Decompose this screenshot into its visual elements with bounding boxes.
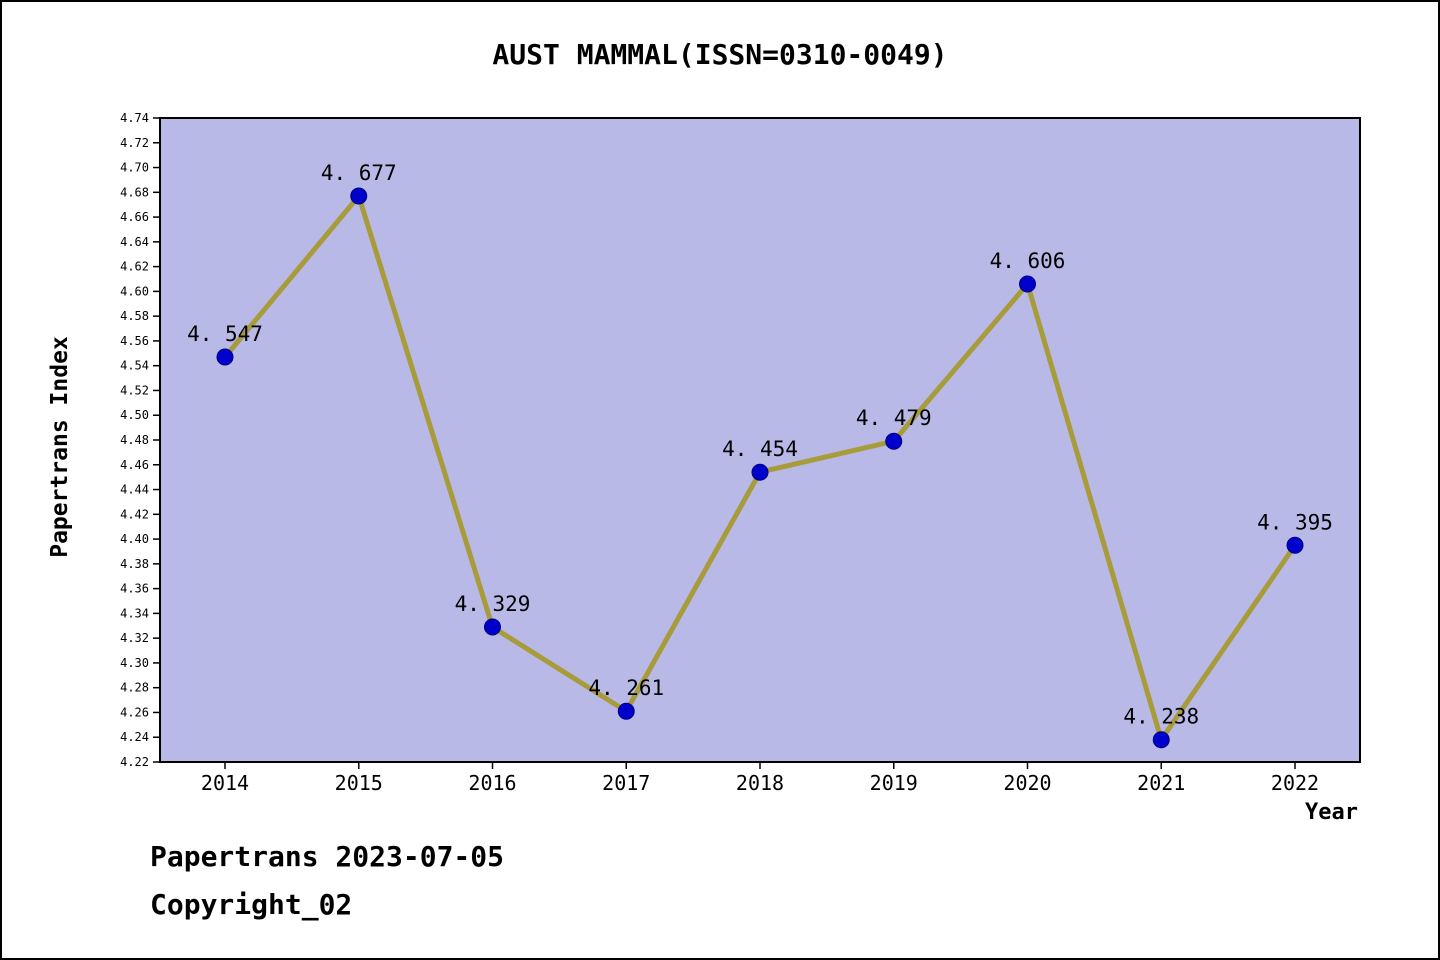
svg-text:4. 329: 4. 329 [455,592,531,616]
svg-text:4.64: 4.64 [120,235,149,249]
svg-text:2021: 2021 [1137,771,1185,795]
svg-text:4.40: 4.40 [120,532,149,546]
svg-text:4.44: 4.44 [120,483,149,497]
svg-text:4.38: 4.38 [120,557,149,571]
svg-text:4.32: 4.32 [120,631,149,645]
svg-text:4.68: 4.68 [120,185,149,199]
svg-text:4. 238: 4. 238 [1123,705,1199,729]
svg-text:4.34: 4.34 [120,606,149,620]
y-axis-label: Papertrans Index [47,336,73,558]
svg-text:4.46: 4.46 [120,458,149,472]
svg-text:2020: 2020 [1003,771,1051,795]
svg-text:4.66: 4.66 [120,210,149,224]
svg-text:4.22: 4.22 [120,755,149,769]
chart-title: AUST MAMMAL(ISSN=0310-0049) [492,38,948,71]
svg-text:2016: 2016 [468,771,516,795]
svg-text:4.42: 4.42 [120,507,149,521]
svg-text:4. 677: 4. 677 [321,161,397,185]
footer-source-date: Papertrans 2023-07-05 [150,840,505,873]
svg-text:4.36: 4.36 [120,582,149,596]
svg-text:4.62: 4.62 [120,260,149,274]
svg-text:4. 547: 4. 547 [187,322,263,346]
svg-text:2014: 2014 [201,771,249,795]
svg-text:4. 454: 4. 454 [722,437,798,461]
svg-text:4.74: 4.74 [120,111,149,125]
svg-text:4.52: 4.52 [120,383,149,397]
svg-text:4.50: 4.50 [120,408,149,422]
svg-text:4.56: 4.56 [120,334,149,348]
svg-text:4. 395: 4. 395 [1257,510,1333,534]
svg-text:4.54: 4.54 [120,359,149,373]
svg-text:4.72: 4.72 [120,136,149,150]
svg-text:4. 606: 4. 606 [990,249,1066,273]
svg-text:2019: 2019 [870,771,918,795]
svg-text:4. 261: 4. 261 [588,676,664,700]
svg-text:2022: 2022 [1271,771,1319,795]
svg-text:4.48: 4.48 [120,433,149,447]
svg-text:4.24: 4.24 [120,730,149,744]
svg-text:4.30: 4.30 [120,656,149,670]
svg-text:4.70: 4.70 [120,161,149,175]
svg-text:4.58: 4.58 [120,309,149,323]
svg-text:2015: 2015 [335,771,383,795]
svg-text:4.26: 4.26 [120,705,149,719]
svg-text:2018: 2018 [736,771,784,795]
svg-text:4.28: 4.28 [120,681,149,695]
svg-text:4. 479: 4. 479 [856,406,932,430]
svg-text:4.60: 4.60 [120,284,149,298]
footer-copyright: Copyright_02 [150,888,353,921]
svg-text:2017: 2017 [602,771,650,795]
x-axis-label: Year [1305,800,1358,825]
